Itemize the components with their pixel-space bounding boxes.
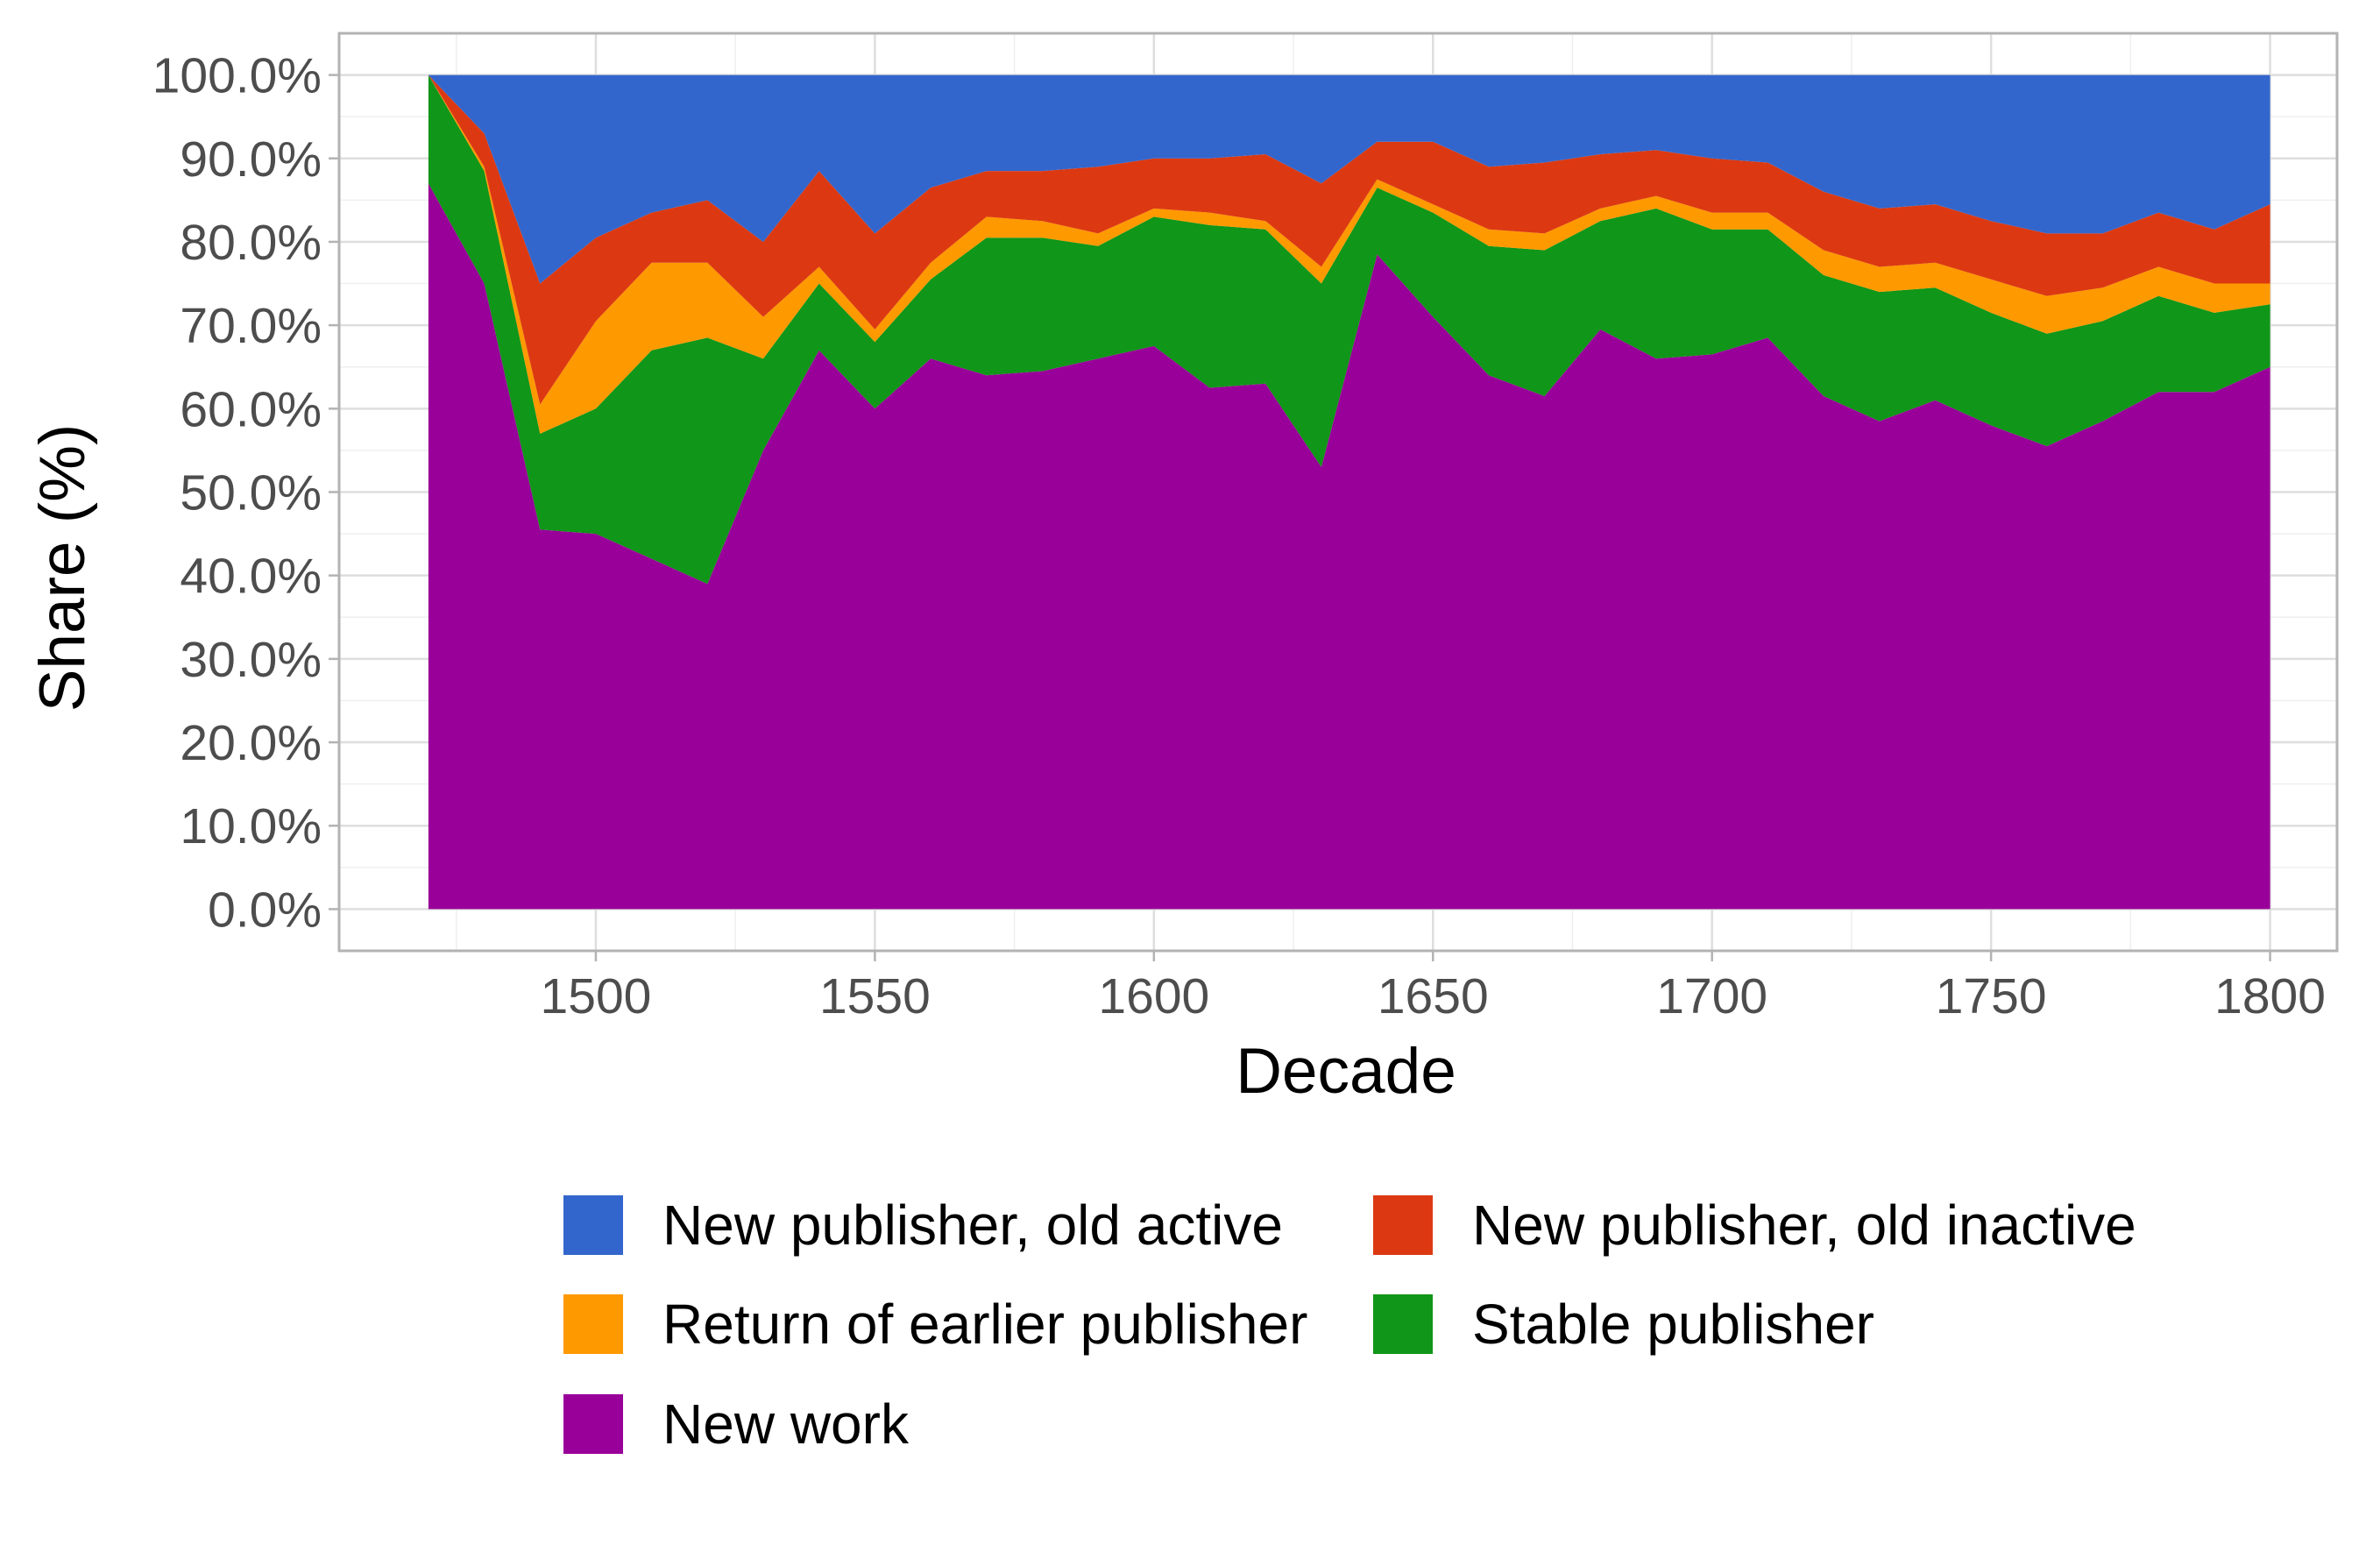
area-new-work [428,183,2270,910]
area-new-publisher-old-active [428,74,2270,284]
y-tick-label: 20.0% [180,715,322,771]
legend-label: Return of earlier publisher [662,1293,1307,1356]
area-new-publisher-old-inactive [428,74,2270,405]
area-stable-publisher [428,74,2270,585]
legend-item-new-publisher-old-active: New publisher, old active [563,1194,1283,1257]
x-tick-label: 1500 [541,968,652,1024]
y-axis-tick-labels: 0.0% 10.0% 20.0% 30.0% 40.0% 50.0% 60.0% 70.0% 8… [152,48,322,939]
y-tick-label: 50.0% [180,465,322,521]
legend-label: New work [662,1393,910,1456]
legend-item-new-work: New work [563,1393,910,1456]
y-tick-label: 90.0% [180,131,322,188]
y-tick-label: 10.0% [180,798,322,854]
x-tick-label: 1700 [1656,968,1767,1024]
y-axis-title: Share (%) [27,424,98,712]
y-tick-label: 100.0% [152,48,322,104]
legend-swatch [1373,1294,1433,1354]
x-tick-label: 1750 [1936,968,2047,1024]
area-series-group [428,74,2270,910]
x-tick-label: 1600 [1098,968,1209,1024]
y-tick-label: 0.0% [208,882,322,938]
legend-item-stable-publisher: Stable publisher [1373,1293,1874,1356]
legend-label: New publisher, old inactive [1472,1194,2136,1257]
y-axis-ticks [329,74,339,911]
x-tick-label: 1550 [819,968,931,1024]
y-tick-label: 30.0% [180,632,322,688]
x-axis-ticks [594,951,2271,961]
x-axis-tick-labels: 1500 1550 1600 1650 1700 1750 1800 [541,968,2326,1024]
legend-item-return-of-earlier-publisher: Return of earlier publisher [563,1293,1307,1356]
x-tick-label: 1650 [1378,968,1489,1024]
y-tick-label: 40.0% [180,549,322,605]
legend-swatch [1373,1195,1433,1255]
legend-item-new-publisher-old-inactive: New publisher, old inactive [1373,1194,2136,1257]
y-tick-label: 70.0% [180,298,322,354]
y-tick-label: 60.0% [180,381,322,437]
legend-label: New publisher, old active [662,1194,1283,1257]
legend-swatch [563,1195,623,1255]
legend-label: Stable publisher [1472,1293,1874,1356]
x-axis-title: Decade [1236,1036,1456,1107]
legend: New publisher, old active New publisher, … [563,1194,2136,1456]
legend-swatch [563,1294,623,1354]
legend-swatch [563,1394,623,1454]
y-tick-label: 80.0% [180,215,322,271]
x-tick-label: 1800 [2214,968,2326,1024]
